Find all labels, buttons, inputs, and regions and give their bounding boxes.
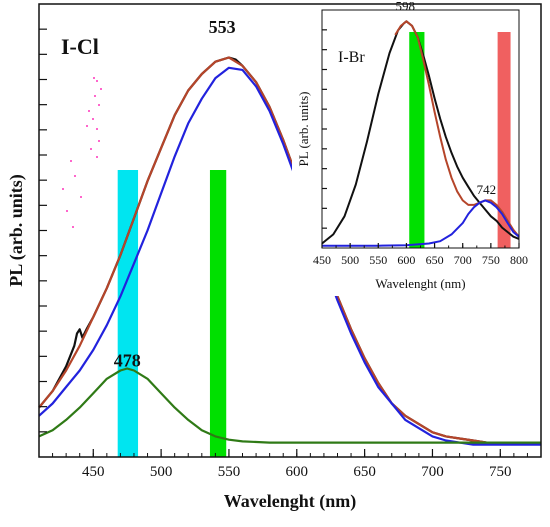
noise-dot: [86, 125, 88, 127]
inset-y-axis-label: PL (arb. units): [296, 92, 311, 167]
inset-bands: [409, 32, 511, 248]
peak-label-553: 553: [209, 17, 236, 37]
x-tick-label: 750: [489, 464, 512, 480]
x-tick-label: 650: [353, 464, 376, 480]
noise-dot: [62, 188, 64, 190]
inset-x-axis-label: Wavelenght (nm): [375, 276, 465, 291]
blue-curve: [322, 199, 520, 247]
inset-peak-labels: 598 742: [396, 0, 497, 197]
noise-dot: [72, 226, 74, 228]
main-x-axis-label: Wavelenght (nm): [224, 491, 357, 512]
x-tick-label: 500: [150, 464, 173, 480]
inset-chart: 450 500 550 600 650 700 750 800 I-Br Wavelenght…: [292, 0, 528, 296]
brown-curve: [394, 20, 520, 238]
red-band: [497, 32, 511, 248]
peak-label-742: 742: [477, 182, 497, 197]
x-tick-label: 700: [454, 253, 472, 267]
x-tick-label: 500: [341, 253, 359, 267]
black-curve: [321, 20, 520, 245]
main-peak-labels: 553 478: [114, 17, 236, 371]
green-band: [209, 170, 227, 457]
main-series: [38, 56, 541, 446]
green-curve: [38, 367, 541, 444]
noise-dot: [70, 160, 72, 162]
peak-label-598: 598: [396, 0, 416, 14]
noise-dot: [90, 148, 92, 150]
inset-chart-title: I-Br: [338, 49, 365, 66]
noise-dot: [96, 156, 98, 158]
noise-dot: [98, 104, 100, 106]
cyan-band: [117, 170, 139, 457]
noise-dot: [98, 140, 100, 142]
noise-dot: [96, 128, 98, 130]
noise-dot: [94, 95, 96, 97]
x-tick-label: 550: [218, 464, 241, 480]
main-y-axis-label: PL (arb. units): [6, 174, 27, 287]
x-tick-label: 750: [482, 253, 500, 267]
x-tick-label: 450: [313, 253, 331, 267]
x-tick-label: 650: [426, 253, 444, 267]
x-tick-label: 600: [397, 253, 415, 267]
main-chart: 450 500 550 600 650 700 750 I-Cl Wavelenght (n…: [6, 3, 542, 512]
main-bands: [117, 170, 227, 457]
x-tick-label: 700: [421, 464, 444, 480]
noise-dot: [96, 80, 98, 82]
noise-dot: [88, 110, 90, 112]
noise-dot: [100, 88, 102, 90]
x-tick-label: 800: [510, 253, 528, 267]
peak-label-478: 478: [114, 351, 141, 371]
inset-axis-ticks: 450 500 550 600 650 700 750 800: [313, 29, 528, 267]
x-tick-label: 600: [286, 464, 309, 480]
inset-series: [321, 20, 520, 247]
pink-noise-markers: [62, 77, 102, 228]
brown-curve: [38, 56, 541, 444]
green-band: [409, 32, 425, 248]
main-chart-title: I-Cl: [61, 34, 99, 59]
noise-dot: [74, 175, 76, 177]
noise-dot: [93, 77, 95, 79]
x-tick-label: 450: [82, 464, 105, 480]
noise-dot: [80, 196, 82, 198]
main-axis-ticks: 450 500 550 600 650 700 750: [38, 28, 542, 480]
x-tick-label: 550: [369, 253, 387, 267]
noise-dot: [92, 118, 94, 120]
noise-dot: [66, 210, 68, 212]
